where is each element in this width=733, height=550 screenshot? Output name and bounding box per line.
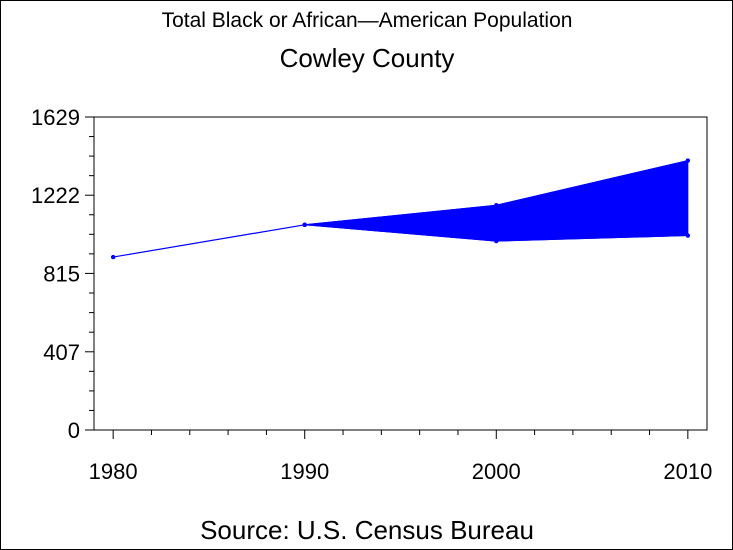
data-point	[494, 238, 499, 244]
y-axis: 0 407 815 1222 1629	[31, 105, 94, 443]
data-point	[685, 233, 691, 238]
chart-subtitle: Cowley County	[280, 43, 455, 73]
chart-title: Total Black or African—American Populati…	[162, 9, 573, 32]
y-tick-label: 0	[68, 418, 80, 443]
y-tick-label: 815	[43, 261, 80, 286]
y-tick-label: 1222	[31, 183, 80, 208]
x-tick-label: 1990	[280, 459, 329, 484]
plot-area	[93, 116, 708, 431]
data-point	[110, 254, 116, 260]
projection-band	[304, 159, 689, 242]
x-tick-label: 2000	[472, 459, 521, 484]
x-tick-label: 2010	[663, 459, 712, 484]
x-axis: 1980 1990 2000 2010	[89, 430, 712, 484]
series-layer	[110, 158, 691, 260]
x-tick-label: 1980	[89, 459, 138, 484]
y-tick-label: 1629	[31, 105, 80, 130]
data-point	[302, 222, 307, 227]
chart-footnote: Source: U.S. Census Bureau	[200, 515, 534, 545]
y-tick-label: 407	[43, 340, 80, 365]
data-point	[494, 202, 499, 208]
historical-line	[113, 224, 305, 258]
data-point	[685, 158, 691, 163]
